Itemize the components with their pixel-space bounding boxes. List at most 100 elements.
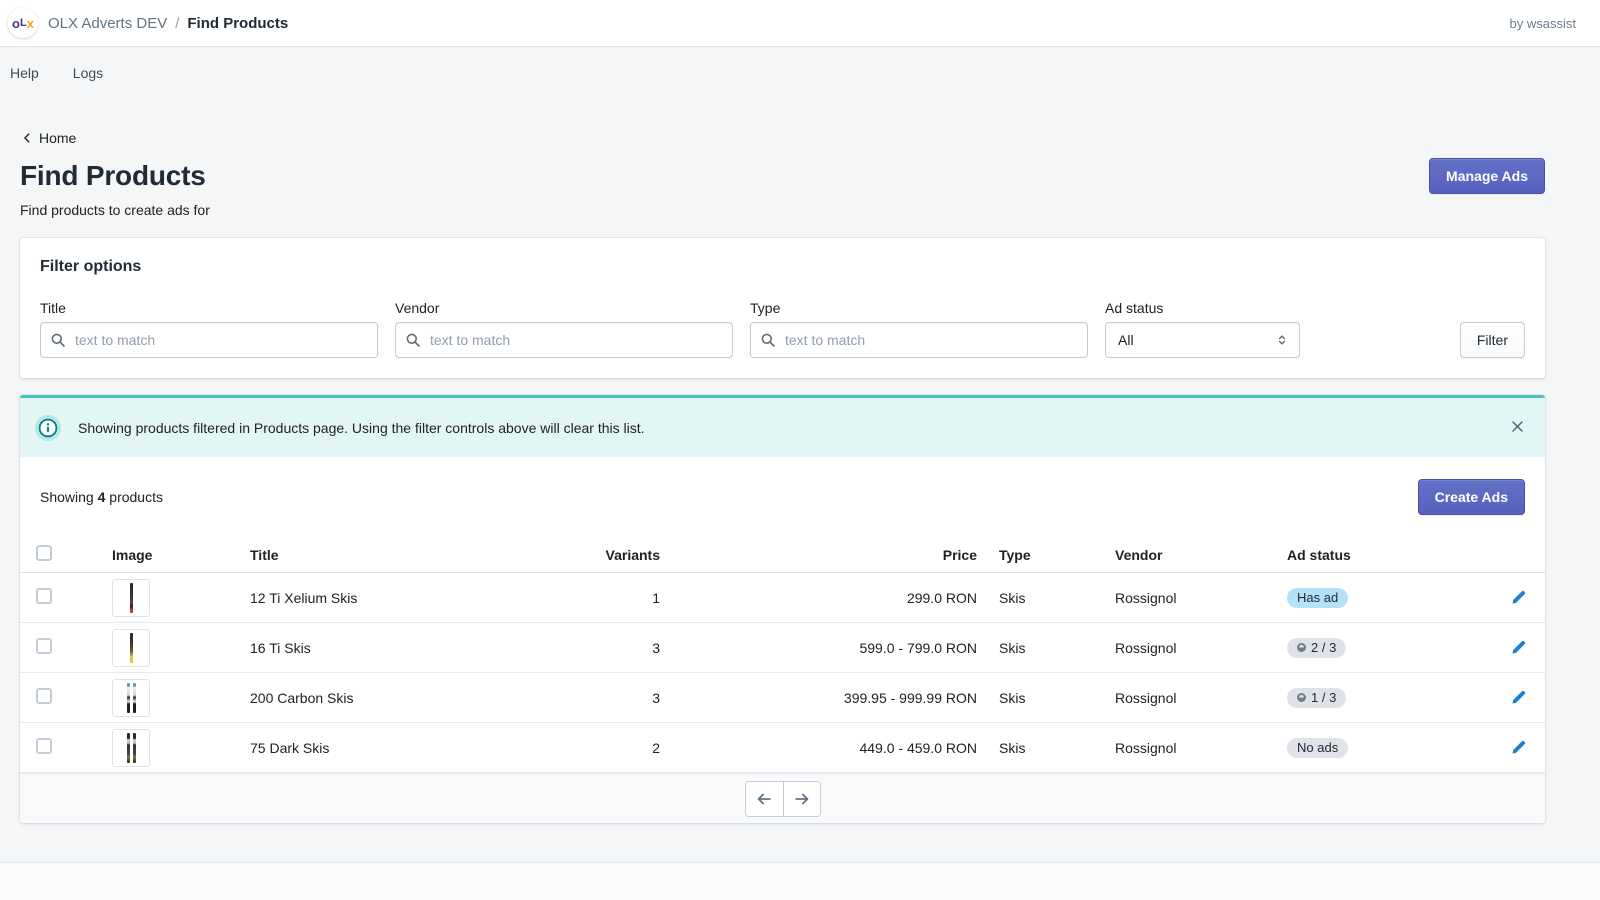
manage-ads-button[interactable]: Manage Ads	[1429, 158, 1545, 194]
type-filter-label: Type	[750, 300, 781, 316]
info-banner: Showing products filtered in Products pa…	[20, 395, 1545, 457]
product-image	[112, 728, 150, 767]
products-summary: Showing 4 products	[40, 489, 163, 505]
search-icon	[761, 333, 775, 347]
close-icon[interactable]	[1506, 415, 1529, 441]
ad-status-select[interactable]: All	[1105, 322, 1300, 358]
product-variants: 3	[652, 689, 660, 706]
product-type: Skis	[999, 739, 1026, 756]
product-count: 4	[97, 489, 106, 505]
row-checkbox[interactable]	[36, 638, 52, 654]
arrow-left-icon	[757, 793, 771, 804]
product-title: 75 Dark Skis	[250, 739, 330, 756]
product-vendor: Rossignol	[1115, 689, 1177, 706]
product-image	[112, 678, 150, 717]
column-header-image: Image	[112, 546, 153, 563]
product-vendor: Rossignol	[1115, 589, 1177, 606]
product-price: 449.0 - 459.0 RON	[859, 739, 977, 756]
product-type: Skis	[999, 589, 1026, 606]
edit-ad-button[interactable]	[1508, 587, 1529, 608]
title-filter-input[interactable]	[40, 322, 378, 358]
caret-updown-icon	[1278, 335, 1286, 345]
edit-ad-button[interactable]	[1508, 687, 1529, 708]
previous-page-button[interactable]	[745, 781, 783, 816]
column-header-variants: Variants	[605, 546, 660, 563]
pencil-icon	[1512, 690, 1526, 704]
column-header-type: Type	[999, 546, 1031, 563]
product-title: 200 Carbon Skis	[250, 689, 354, 706]
filter-button[interactable]: Filter	[1459, 322, 1525, 358]
column-header-title: Title	[250, 546, 279, 563]
nav-item-logs[interactable]: Logs	[72, 64, 104, 81]
pagination	[20, 773, 1545, 823]
breadcrumb-label: Home	[39, 130, 77, 146]
title-filter-label: Title	[40, 300, 66, 316]
product-vendor: Rossignol	[1115, 739, 1177, 756]
product-price: 399.95 - 999.99 RON	[843, 689, 977, 706]
search-icon	[406, 333, 420, 347]
ad-status-badge: Has ad	[1287, 587, 1349, 608]
product-image	[112, 628, 150, 667]
ad-status-selected-value: All	[1118, 332, 1134, 348]
edit-ad-button[interactable]	[1508, 737, 1529, 758]
arrow-right-icon	[794, 793, 808, 804]
nav-item-help[interactable]: Help	[10, 64, 39, 81]
page-title: Find Products	[20, 160, 206, 191]
product-variants: 2	[652, 739, 660, 756]
products-card: Showing products filtered in Products pa…	[20, 395, 1545, 823]
product-vendor: Rossignol	[1115, 639, 1177, 656]
product-title: 16 Ti Skis	[250, 639, 311, 656]
search-icon	[51, 333, 65, 347]
edit-ad-button[interactable]	[1508, 637, 1529, 658]
product-type: Skis	[999, 689, 1026, 706]
info-icon	[38, 417, 58, 438]
product-title: 12 Ti Xelium Skis	[250, 589, 358, 606]
filter-options-card: Filter options Title Vendor Type	[20, 238, 1545, 378]
pencil-icon	[1512, 590, 1526, 604]
filter-options-heading: Filter options	[40, 258, 142, 275]
breadcrumb[interactable]: Home	[20, 130, 76, 146]
table-header-row: Image Title Variants Price Type Vendor A…	[20, 537, 1545, 573]
column-header-price: Price	[942, 546, 977, 563]
page-subtitle: Find products to create ads for	[20, 202, 210, 218]
product-variants: 3	[652, 639, 660, 656]
product-type: Skis	[999, 639, 1026, 656]
row-checkbox[interactable]	[36, 738, 52, 754]
create-ads-button[interactable]: Create Ads	[1417, 479, 1525, 515]
ad-status-label: Ad status	[1105, 300, 1164, 316]
ad-status-badge: No ads	[1287, 737, 1349, 758]
pencil-icon	[1512, 740, 1526, 754]
table-row: 75 Dark Skis 2 449.0 - 459.0 RON Skis Ro…	[20, 723, 1545, 773]
banner-message: Showing products filtered in Products pa…	[78, 419, 645, 436]
chevron-left-icon	[24, 133, 30, 143]
product-variants: 1	[652, 589, 660, 606]
table-row: 16 Ti Skis 3 599.0 - 799.0 RON Skis Ross…	[20, 623, 1545, 673]
vendor-filter-label: Vendor	[395, 300, 440, 316]
progress-pip-icon	[1297, 643, 1306, 652]
row-checkbox[interactable]	[36, 588, 52, 604]
product-image	[112, 578, 150, 617]
next-page-button[interactable]	[782, 781, 820, 816]
type-filter-input[interactable]	[750, 322, 1088, 358]
row-checkbox[interactable]	[36, 688, 52, 704]
product-price: 599.0 - 799.0 RON	[859, 639, 977, 656]
progress-pip-icon	[1297, 693, 1306, 702]
column-header-vendor: Vendor	[1115, 546, 1163, 563]
ad-status-badge: 2 / 3	[1287, 637, 1347, 658]
title-separator: /	[175, 14, 180, 32]
app-nav: Help Logs	[0, 47, 1600, 98]
app-name: OLX Adverts DEV	[48, 14, 168, 32]
page-content: Home Find Products Manage Ads Find produ…	[20, 98, 1545, 823]
table-row: 12 Ti Xelium Skis 1 299.0 RON Skis Rossi…	[20, 573, 1545, 623]
vendor-filter-input[interactable]	[395, 322, 733, 358]
byline: by wsassist	[1509, 15, 1576, 31]
pencil-icon	[1512, 640, 1526, 654]
table-row: 200 Carbon Skis 3 399.95 - 999.99 RON Sk…	[20, 673, 1545, 723]
topbar-page-title: Find Products	[187, 14, 289, 32]
app-frame-bottom	[0, 862, 1600, 900]
select-all-checkbox[interactable]	[36, 545, 52, 561]
product-price: 299.0 RON	[906, 589, 977, 606]
ad-status-badge: 1 / 3	[1287, 687, 1347, 708]
